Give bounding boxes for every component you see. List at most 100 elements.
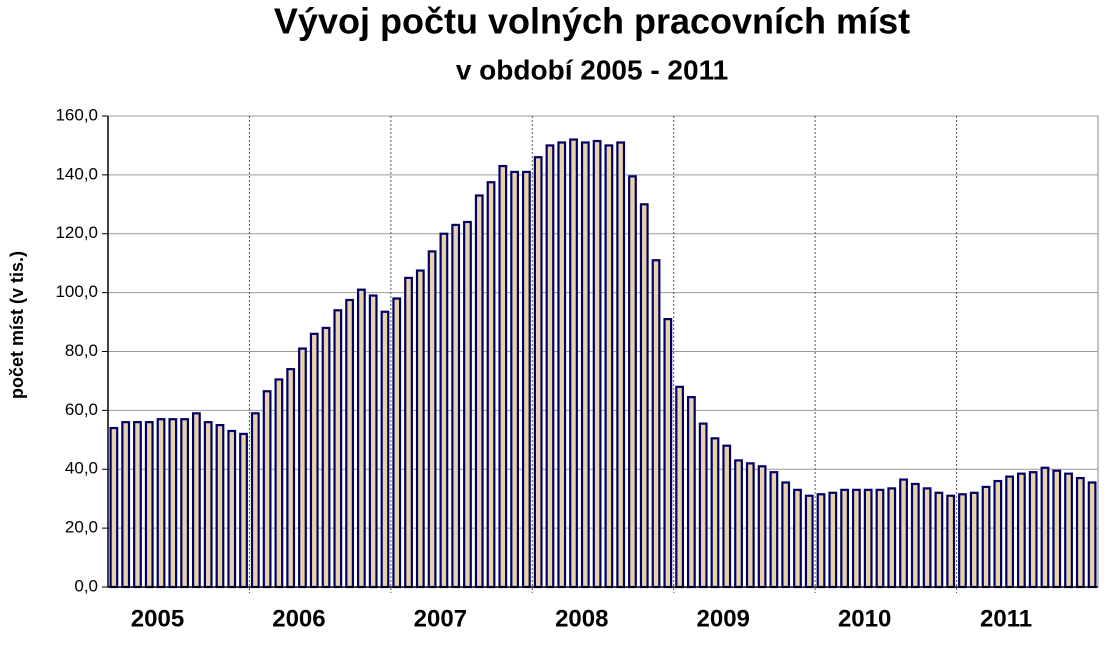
bar (569, 138, 578, 589)
y-tick-label: 140,0 (55, 164, 98, 183)
bar (946, 494, 956, 589)
bar (545, 144, 555, 589)
bar (828, 491, 838, 589)
bar (899, 478, 908, 589)
bar (345, 298, 355, 589)
bar (262, 390, 272, 589)
y-tick-label: 60,0 (65, 400, 98, 419)
bar (133, 421, 142, 589)
bar (1040, 466, 1050, 589)
bar (463, 220, 472, 589)
bar (793, 488, 802, 589)
bar (1016, 472, 1026, 589)
bar (121, 421, 131, 589)
bar (557, 141, 567, 589)
bar (910, 482, 920, 589)
bar (686, 396, 696, 589)
bar (604, 144, 614, 589)
bar (215, 423, 225, 589)
bar (380, 310, 390, 589)
bar (356, 288, 366, 589)
bar (851, 488, 861, 589)
y-tick-label: 20,0 (65, 518, 98, 537)
chart-subtitle: v období 2005 - 2011 (456, 54, 728, 85)
bar (286, 368, 296, 589)
bar (1087, 481, 1097, 589)
bar (239, 432, 248, 589)
bar (651, 259, 661, 589)
group-label: 2011 (980, 605, 1032, 632)
bar (1064, 472, 1073, 589)
bar (498, 164, 508, 589)
bar (321, 326, 331, 589)
bar (863, 488, 873, 589)
bar (745, 462, 755, 589)
bar (309, 332, 319, 589)
bar (180, 418, 190, 589)
bar (144, 421, 154, 589)
y-tick-label: 160,0 (55, 105, 98, 124)
bar (781, 481, 791, 589)
bar (474, 194, 484, 589)
y-tick-label: 40,0 (65, 459, 98, 478)
group-label: 2009 (697, 605, 750, 632)
bar (934, 491, 944, 589)
bar (109, 426, 119, 589)
bar (486, 181, 496, 589)
chart-title: Vývoj počtu volných pracovních míst (274, 1, 910, 42)
bar (250, 412, 260, 589)
bar (840, 488, 850, 589)
bar (675, 385, 685, 589)
group-label: 2006 (272, 605, 325, 632)
bar (191, 412, 201, 589)
group-label: 2010 (838, 605, 891, 632)
bar (415, 269, 425, 589)
bar (958, 493, 967, 589)
bar (521, 170, 531, 589)
bar (616, 141, 626, 589)
bar (993, 479, 1003, 589)
bar (722, 444, 732, 589)
bar (639, 203, 649, 589)
bar (757, 465, 767, 589)
bar (580, 141, 590, 589)
bar (298, 347, 307, 589)
y-tick-label: 80,0 (65, 341, 98, 360)
bar (969, 491, 979, 589)
bar (439, 232, 449, 589)
y-tick-label: 120,0 (55, 223, 98, 242)
bar (887, 487, 897, 589)
bar (510, 170, 520, 589)
bar (1028, 471, 1038, 589)
bar (333, 309, 343, 589)
bar (533, 156, 543, 589)
bar (1005, 475, 1015, 589)
bar (769, 471, 779, 589)
bar (663, 318, 673, 589)
bar (1075, 476, 1085, 589)
bar (368, 294, 378, 589)
y-tick-label: 100,0 (55, 282, 98, 301)
bar (710, 437, 720, 589)
bar (156, 418, 166, 589)
bar (698, 422, 708, 589)
bar (404, 276, 413, 589)
bar (451, 223, 461, 589)
bar (203, 421, 213, 589)
bar (922, 487, 932, 589)
bar (804, 494, 814, 589)
bar (981, 485, 991, 589)
bar (816, 493, 826, 589)
group-label: 2005 (131, 605, 184, 632)
bar (875, 488, 885, 589)
y-tick-label: 0,0 (74, 576, 98, 595)
bar (592, 139, 602, 589)
bar (427, 250, 437, 589)
group-label: 2008 (555, 605, 608, 632)
bar (392, 297, 402, 589)
y-axis-label: počet míst (v tis.) (7, 251, 27, 399)
bar (274, 378, 284, 589)
group-label: 2007 (414, 605, 467, 632)
bar (628, 175, 637, 589)
